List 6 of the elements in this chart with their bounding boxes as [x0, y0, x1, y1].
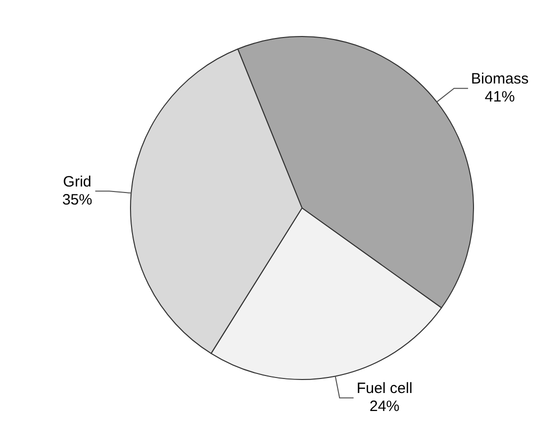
data-label: 24% — [369, 398, 400, 415]
data-label: 35% — [62, 191, 92, 208]
slice-label: Fuel cell — [356, 380, 412, 397]
slice-label: Biomass — [471, 70, 529, 88]
data-label: 41% — [484, 88, 515, 106]
slice-label: Grid — [63, 173, 92, 190]
